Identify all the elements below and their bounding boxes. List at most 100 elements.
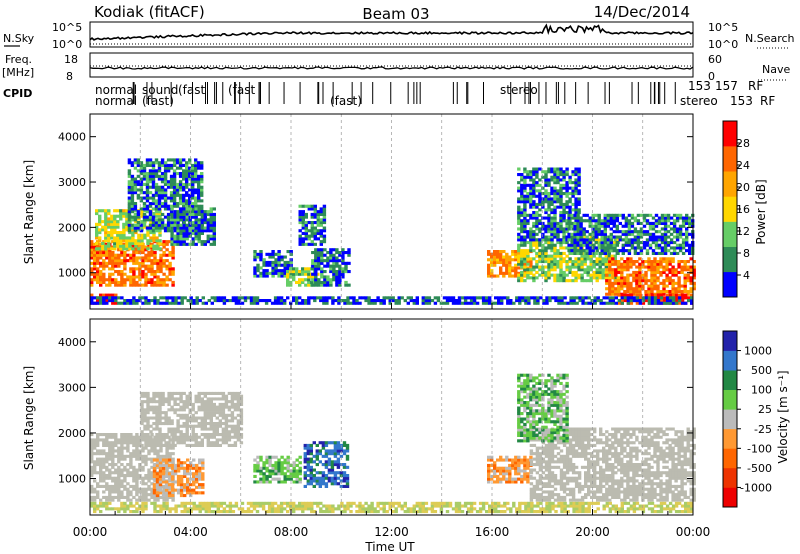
power-cell xyxy=(577,276,581,280)
velocity-cell xyxy=(144,460,148,464)
power-cell xyxy=(532,265,536,269)
power-cell xyxy=(577,175,581,179)
velocity-cell xyxy=(126,493,130,497)
power-cell xyxy=(608,301,612,305)
velocity-cell xyxy=(141,438,145,442)
power-cell xyxy=(538,257,542,261)
power-cell xyxy=(597,221,601,225)
power-cell xyxy=(638,273,642,277)
power-cell xyxy=(194,202,198,206)
power-cell xyxy=(621,232,625,236)
power-cell xyxy=(136,169,141,173)
power-cell xyxy=(562,235,566,239)
power-cell xyxy=(108,251,112,255)
power-cell xyxy=(274,260,278,264)
power-cell xyxy=(692,273,696,277)
power-cell xyxy=(544,192,548,196)
power-cell xyxy=(520,260,524,264)
power-cell xyxy=(626,260,630,264)
velocity-cell xyxy=(129,452,133,456)
power-cell xyxy=(627,224,632,228)
velocity-cell xyxy=(155,419,159,423)
velocity-cell xyxy=(150,433,154,437)
power-cell xyxy=(156,299,160,303)
velocity-cell xyxy=(191,430,195,434)
power-cell xyxy=(668,279,672,283)
power-cell xyxy=(642,232,647,236)
power-cell xyxy=(644,279,648,283)
power-cell xyxy=(529,235,533,239)
power-cell xyxy=(603,213,607,217)
power-cell xyxy=(505,263,509,267)
velocity-cell xyxy=(227,413,232,417)
power-cell xyxy=(687,296,691,300)
power-cell xyxy=(683,290,687,294)
power-cell xyxy=(171,301,175,305)
power-cell xyxy=(130,196,135,200)
power-cell xyxy=(601,273,605,277)
power-cell xyxy=(127,161,132,165)
velocity-cell xyxy=(227,400,232,404)
power-cell xyxy=(614,260,618,264)
power-cell xyxy=(532,273,536,277)
velocity-cell xyxy=(230,413,235,417)
power-cell xyxy=(665,265,669,269)
power-cell xyxy=(111,278,115,282)
velocity-cell xyxy=(144,495,148,499)
velocity-cell xyxy=(120,435,124,439)
power-cell xyxy=(612,230,616,234)
power-cell xyxy=(142,177,147,181)
power-cell xyxy=(642,213,647,217)
velocity-cell xyxy=(155,491,160,495)
velocity-cell xyxy=(90,446,94,450)
power-cell xyxy=(175,185,180,189)
power-region xyxy=(298,204,327,246)
power-cell xyxy=(496,250,500,254)
power-cell xyxy=(317,248,321,252)
velocity-cell xyxy=(176,419,180,423)
power-cell xyxy=(565,200,569,204)
power-cell xyxy=(178,163,183,167)
power-cell xyxy=(182,223,186,227)
power-cell xyxy=(277,274,281,278)
power-cell xyxy=(268,263,272,267)
power-cell xyxy=(638,299,643,303)
velocity-cell xyxy=(155,394,159,398)
power-cell xyxy=(301,218,305,222)
power-cell xyxy=(663,230,668,234)
power-cell xyxy=(111,261,115,265)
power-cell xyxy=(93,245,97,249)
power-cell xyxy=(621,243,625,247)
power-cell xyxy=(553,205,557,209)
power-cell xyxy=(553,243,557,247)
power-cell xyxy=(274,252,278,256)
power-cell xyxy=(90,293,94,297)
velocity-cell xyxy=(117,441,121,445)
power-cell xyxy=(212,223,216,227)
power-cell xyxy=(397,301,401,305)
power-cell xyxy=(550,246,554,250)
power-cell xyxy=(526,194,530,198)
nave-tick-high: 60 xyxy=(708,53,722,66)
power-cell xyxy=(600,243,604,247)
velocity-cell xyxy=(171,435,175,439)
power-cell xyxy=(317,251,321,255)
power-cell xyxy=(160,202,165,206)
power-cell xyxy=(608,287,612,291)
power-cell xyxy=(314,272,318,276)
power-cell xyxy=(163,199,168,203)
power-cell xyxy=(400,296,404,300)
velocity-cell xyxy=(236,430,241,434)
power-cell xyxy=(542,299,546,303)
power-cell xyxy=(134,209,138,213)
power-cell xyxy=(685,243,689,247)
power-cell xyxy=(689,268,693,272)
velocity-cell xyxy=(99,452,103,456)
power-cell xyxy=(314,264,318,268)
power-cell xyxy=(626,281,630,285)
power-cell xyxy=(671,268,675,272)
power-cell xyxy=(535,241,539,245)
velocity-cell xyxy=(233,391,238,395)
power-cell xyxy=(466,296,471,300)
velocity-cell xyxy=(135,468,139,472)
